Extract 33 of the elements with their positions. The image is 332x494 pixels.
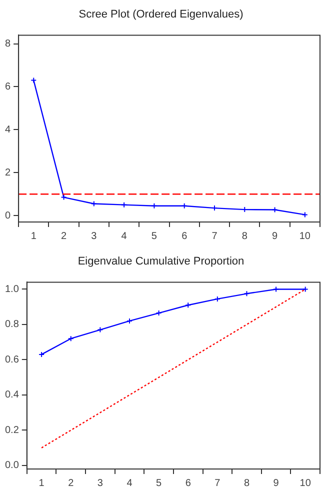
y-tick-label: 6: [5, 81, 11, 92]
x-tick-label: 7: [214, 478, 221, 489]
y-tick-label: 2: [5, 167, 11, 178]
x-tick-label: 9: [272, 230, 278, 242]
x-tick-label: 5: [151, 230, 158, 242]
x-tick-label: 8: [242, 230, 248, 242]
x-tick-label: 6: [182, 230, 188, 242]
y-tick-label: 0.4: [4, 390, 20, 401]
x-tick-label: 4: [121, 230, 128, 242]
y-tick-label: 0: [5, 210, 11, 222]
x-tick-label: 10: [300, 478, 312, 489]
x-tick-label: 5: [156, 478, 162, 489]
y-tick-label: 4: [5, 124, 11, 136]
x-tick-label: 3: [97, 478, 104, 489]
chart-title: Scree Plot (Ordered Eigenvalues): [78, 8, 244, 21]
y-tick-label: 0.2: [4, 424, 20, 436]
x-tick-label: 4: [126, 478, 133, 489]
x-tick-label: 6: [185, 478, 192, 489]
x-tick-label: 1: [30, 230, 37, 242]
y-tick-label: 1.0: [4, 284, 20, 295]
x-tick-label: 3: [91, 230, 98, 242]
x-tick-label: 2: [60, 230, 67, 242]
x-tick-label: 9: [273, 478, 280, 489]
x-tick-label: 2: [68, 478, 74, 489]
y-tick-label: 0.6: [4, 354, 20, 366]
chart-title: Eigenvalue Cumulative Proportion: [78, 256, 244, 268]
y-tick-label: 0.8: [4, 319, 20, 330]
x-tick-label: 10: [299, 230, 311, 242]
y-tick-label: 0.0: [4, 460, 20, 472]
x-tick-label: 1: [38, 478, 45, 489]
x-tick-label: 7: [212, 230, 218, 242]
x-tick-label: 8: [244, 478, 250, 489]
y-tick-label: 8: [5, 38, 11, 50]
